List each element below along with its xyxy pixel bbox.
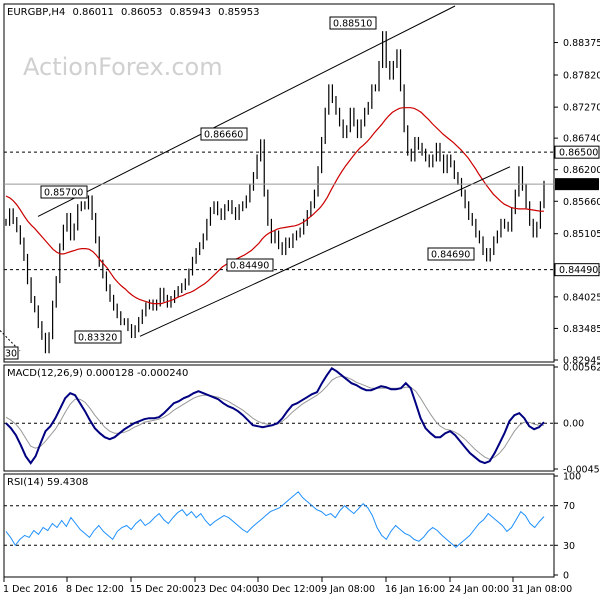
peak-label-box (427, 247, 475, 261)
peak-label: 0.85700 (44, 188, 83, 199)
dashed-level-label: 0.86500 (559, 148, 598, 159)
x-tick-label: 9 Jan 08:00 (321, 584, 375, 595)
rsi-y-tick-label: 0 (563, 571, 569, 582)
ohlc-high: 0.86053 (121, 7, 162, 18)
peak-label-box (74, 330, 122, 344)
macd-lines (4, 366, 554, 465)
prior-trend-line (0, 330, 21, 352)
x-tick-label: 15 Dec 20:00 (130, 584, 194, 595)
rsi-y-tick-label: 70 (563, 501, 575, 512)
x-axis: 1 Dec 2016 8 Dec 12:00 15 Dec 20:00 23 Dec … (3, 577, 572, 595)
partial-label-box (3, 346, 19, 360)
x-tick-label: 30 Dec 12:00 (257, 584, 321, 595)
rsi-line (5, 491, 545, 548)
sma-line (5, 107, 544, 305)
macd-title: MACD(12,26,9) 0.000128 -0.000240 (7, 368, 188, 379)
macd-y-tick-label: 0.005627 (563, 363, 600, 374)
price-y-tick-label: 0.86200 (563, 165, 600, 176)
channel-upper-line (37, 5, 456, 217)
partial-label: 30 (5, 349, 17, 360)
x-tick-label: 1 Dec 2016 (3, 584, 58, 595)
peak-label-box (200, 127, 248, 141)
rsi-y-axis: 100 70 30 0 (554, 472, 581, 582)
x-tick-label: 24 Jan 00:00 (449, 584, 509, 595)
price-y-tick-label: 0.85105 (563, 229, 600, 240)
peak-label-box (226, 258, 274, 272)
price-y-tick-label: 0.86740 (563, 134, 600, 145)
price-y-tick-label: 0.85660 (563, 197, 600, 208)
price-y-tick-label: 0.82945 (563, 356, 600, 367)
dashed-level-box (554, 145, 600, 159)
price-panel: ActionForex.com EURGBP,H4 0.86011 0.8605… (0, 3, 600, 367)
price-y-tick-label: 0.84025 (563, 292, 600, 303)
channel-lower-line (139, 166, 511, 337)
peak-label: 0.84690 (431, 250, 470, 261)
trend-channel (0, 5, 511, 352)
price-y-tick-label: 0.83485 (563, 324, 600, 335)
peak-label: 0.83320 (78, 333, 117, 344)
peak-label: 0.86660 (204, 130, 243, 141)
x-tick-label: 8 Dec 12:00 (66, 584, 124, 595)
last-price-box (555, 178, 599, 191)
macd-panel: MACD(12,26,9) 0.000128 -0.000240 0.00562… (3, 363, 600, 476)
ohlc-open: 0.86011 (73, 7, 114, 18)
rsi-y-tick-label: 30 (563, 541, 575, 552)
macd-line (5, 366, 545, 465)
rsi-panel: RSI(14) 59.4308 100 70 30 0 (3, 472, 581, 582)
macd-y-tick-label: 0.00 (563, 419, 584, 430)
price-y-tick-label: 0.87820 (563, 70, 600, 81)
price-y-tick-label: 0.88375 (563, 38, 600, 49)
x-tick-label: 31 Jan 08:00 (512, 584, 572, 595)
timeframe: H4 (51, 7, 65, 18)
dashed-level-label: 0.84490 (559, 265, 598, 276)
macd-y-tick-label: -0.004586 (563, 465, 600, 476)
peak-label: 0.84490 (230, 261, 269, 272)
peak-label-box (40, 185, 88, 199)
rsi-title: RSI(14) 59.4308 (7, 477, 88, 488)
dashed-level-box (554, 263, 600, 277)
price-y-tick-label: 0.87270 (563, 103, 600, 114)
x-tick-label: 16 Jan 16:00 (385, 584, 445, 595)
price-annotations: 0.86500 0.84490 0.85953 0.88510 0.86660 0.857… (3, 16, 600, 360)
price-lines (5, 31, 545, 354)
last-price-label: 0.85953 (559, 180, 598, 191)
x-tick-label: 23 Dec 04:00 (194, 584, 258, 595)
rsi-y-tick-label: 100 (563, 472, 581, 483)
price-y-axis: 0.88375 0.87820 0.87270 0.86740 0.86200 0.856… (554, 38, 600, 367)
watermark: ActionForex.com (23, 53, 223, 81)
macd-y-axis: 0.005627 0.00 -0.004586 (554, 363, 600, 476)
peak-label: 0.88510 (333, 19, 372, 30)
rsi-lines (4, 491, 554, 548)
chart-header: EURGBP,H4 0.86011 0.86053 0.85943 0.8595… (7, 7, 260, 18)
ohlc-low: 0.85943 (170, 7, 211, 18)
peak-label-box (329, 16, 377, 30)
ohlc-close: 0.85953 (218, 7, 259, 18)
symbol: EURGBP (7, 7, 48, 18)
